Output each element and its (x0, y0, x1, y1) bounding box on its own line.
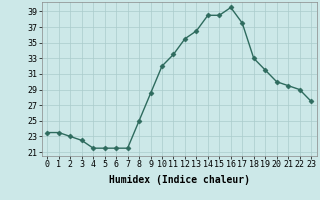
X-axis label: Humidex (Indice chaleur): Humidex (Indice chaleur) (109, 175, 250, 185)
